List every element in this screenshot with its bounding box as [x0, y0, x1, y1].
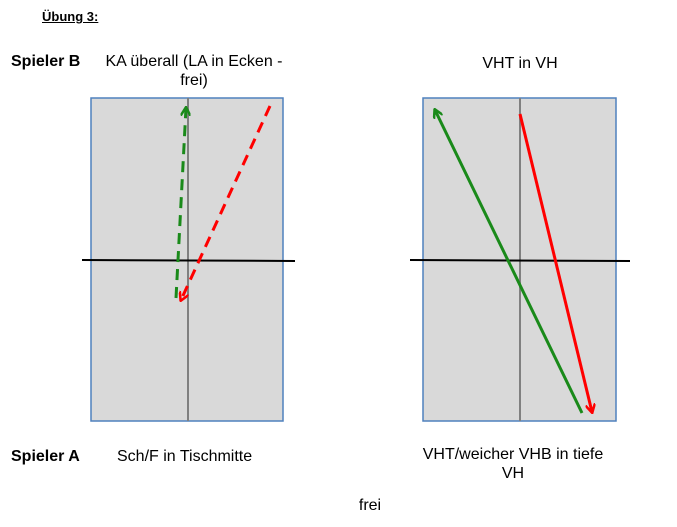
- right-green-arrow: [435, 110, 584, 414]
- player-a-label: Spieler A: [11, 448, 80, 465]
- left-player-b-task: KA überall (LA in Ecken - frei): [105, 53, 283, 89]
- left-table-net: [81, 259, 296, 262]
- exercise-title: Übung 3:: [42, 9, 99, 24]
- left-player-a-task: Sch/F in Tischmitte: [117, 448, 253, 465]
- left-green-dashed-arrow: [174, 108, 186, 299]
- right-player-b-task: VHT in VH: [482, 55, 558, 72]
- left-table: [81, 97, 296, 422]
- right-table-net: [409, 259, 631, 262]
- right-red-arrow: [518, 113, 592, 412]
- right-table: [409, 97, 631, 422]
- footer-note: frei: [358, 497, 382, 514]
- right-player-a-task: VHT/weicher VHB in tiefe VH: [422, 446, 604, 482]
- player-b-label: Spieler B: [11, 53, 81, 70]
